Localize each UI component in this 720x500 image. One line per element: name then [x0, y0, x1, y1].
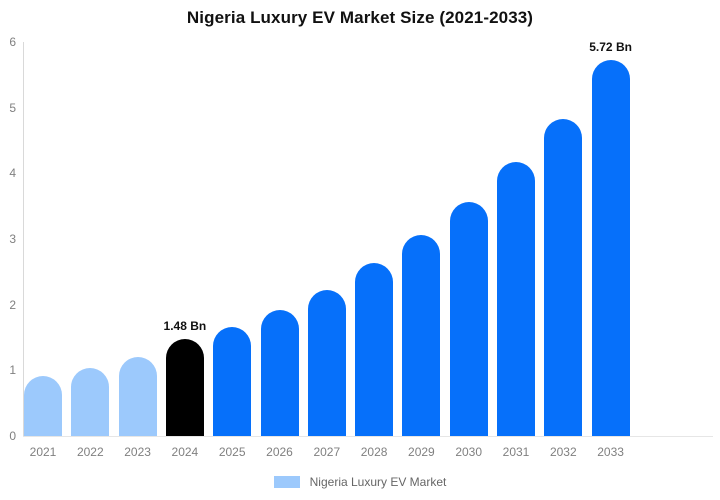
legend-swatch [273, 476, 300, 488]
bar[interactable] [307, 290, 346, 436]
bar[interactable] [71, 367, 110, 436]
legend-item[interactable]: Nigeria Luxury EV Market [273, 475, 447, 489]
chart-title: Nigeria Luxury EV Market Size (2021-2033… [186, 8, 534, 27]
x-axis-line [23, 436, 713, 437]
x-axis-tick-label: 2022 [76, 445, 104, 459]
bar[interactable] [260, 309, 299, 436]
bar[interactable] [24, 376, 62, 436]
x-axis-tick-label: 2032 [549, 445, 577, 459]
plot-area: 0 1 2 3 4 5 6 2021 2022 2023 2024 2025 2026 2027 2028… [9, 35, 713, 459]
y-axis-line [23, 42, 24, 437]
bar[interactable] [402, 235, 441, 436]
bar[interactable] [591, 60, 630, 436]
y-axis-tick-label: 3 [9, 232, 16, 246]
bar[interactable] [355, 262, 394, 436]
bar[interactable] [213, 326, 252, 436]
y-axis-tick-label: 5 [9, 100, 16, 115]
bar-value-label: 1.48 Bn [163, 318, 207, 333]
y-axis-tick-label: 4 [9, 166, 16, 181]
x-axis-tick-label: 2024 [171, 445, 199, 459]
bar[interactable] [497, 161, 535, 436]
bar[interactable] [165, 338, 204, 436]
bar[interactable] [118, 356, 157, 436]
x-axis-tick-label: 2027 [313, 445, 341, 459]
x-axis-tick-label: 2031 [502, 445, 530, 459]
bar[interactable] [449, 202, 488, 436]
chart-legend: Nigeria Luxury EV Market [0, 476, 720, 488]
y-axis-tick-label: 2 [9, 297, 16, 312]
x-axis-tick-label: 2033 [597, 445, 624, 459]
x-axis-tick-label: 2025 [218, 445, 246, 459]
x-axis-tick-label: 2021 [29, 445, 57, 459]
x-axis-tick-label: 2030 [455, 445, 483, 459]
y-axis-tick-label: 1 [9, 363, 16, 378]
x-axis-tick-label: 2028 [360, 445, 388, 459]
y-axis-tick-label: 0 [9, 429, 16, 443]
bar-value-label: 5.72 Bn [589, 40, 632, 55]
bar[interactable] [544, 119, 583, 436]
x-axis-tick-label: 2026 [266, 445, 293, 459]
x-axis-tick-label: 2029 [408, 445, 435, 459]
x-axis-tick-label: 2023 [124, 445, 151, 459]
y-axis-tick-label: 6 [9, 35, 16, 49]
legend-label: Nigeria Luxury EV Market [309, 475, 447, 489]
